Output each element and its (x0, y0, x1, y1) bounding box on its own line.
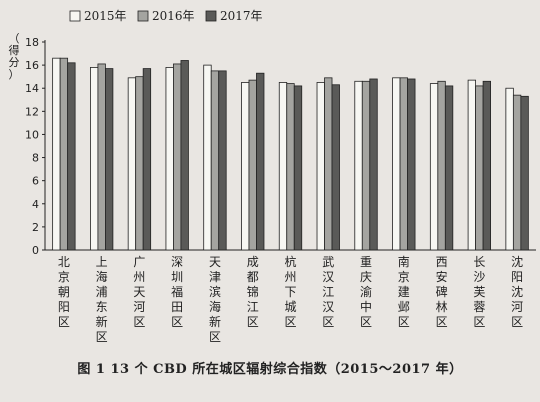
y-tick-label: 6 (32, 175, 39, 188)
category-label: 杭州下城区 (284, 254, 296, 329)
bar-2016年-西安碑林区 (437, 80, 446, 251)
y-tick-label: 4 (32, 198, 39, 211)
category-label: 南京建邺区 (398, 254, 410, 329)
bar-2015年-武汉江汉区 (316, 82, 325, 251)
bar-2017年-长沙芙蓉区 (482, 80, 491, 251)
legend-label: 2016年 (152, 9, 195, 23)
y-tick-label: 10 (25, 128, 39, 141)
y-axis-label: （得分） (9, 32, 20, 81)
category-label: 广州天河区 (133, 255, 145, 329)
y-tick-label: 12 (25, 105, 39, 118)
y-tick-label: 16 (25, 59, 39, 72)
bar-2017年-北京朝阳区 (67, 62, 76, 251)
bar-2017年-重庆渝中区 (369, 78, 378, 251)
bar-2017年-武汉江汉区 (331, 84, 340, 251)
category-label: 北京朝阳区 (58, 255, 70, 329)
category-label: 沈阳沈河区 (511, 254, 523, 329)
legend-swatch (205, 10, 217, 22)
category-label: 深圳福田区 (171, 255, 183, 329)
bar-2017年-广州天河区 (142, 68, 152, 251)
bar-2016年-深圳福田区 (173, 63, 182, 251)
bar-2015年-天津滨海新区 (203, 64, 212, 251)
bar-2017年-天津滨海新区 (218, 70, 227, 251)
category-label: 武汉江汉区 (322, 255, 334, 329)
y-tick-label: 2 (32, 221, 39, 234)
legend-swatch (69, 10, 81, 22)
category-label: 成都锦江区 (247, 255, 259, 329)
legend-label: 2015年 (84, 9, 127, 23)
category-label: 上海浦东新区 (96, 255, 108, 344)
bar-2016年-沈阳沈河区 (512, 94, 522, 251)
bar-2016年-上海浦东新区 (97, 63, 106, 251)
bar-2017年-西安碑林区 (444, 85, 454, 251)
bar-2016年-南京建邺区 (399, 77, 408, 251)
bar-2016年-长沙芙蓉区 (475, 85, 484, 251)
bar-2016年-北京朝阳区 (59, 57, 69, 251)
bar-2016年-武汉江汉区 (324, 77, 333, 251)
category-label: 西安碑林区 (436, 255, 448, 329)
y-tick-label: 8 (32, 152, 39, 165)
bar-2015年-杭州下城区 (278, 82, 288, 251)
bar-2016年-成都锦江区 (248, 79, 257, 251)
bar-2015年-南京建邺区 (392, 77, 401, 251)
y-tick-label: 0 (32, 244, 39, 257)
bar-2017年-杭州下城区 (293, 85, 303, 251)
bar-2015年-上海浦东新区 (90, 67, 99, 251)
y-tick-label: 14 (25, 82, 39, 95)
legend-label: 2017年 (220, 9, 263, 23)
category-label: 天津滨海新区 (209, 255, 221, 344)
category-label: 重庆渝中区 (360, 255, 372, 329)
bar-2015年-沈阳沈河区 (505, 87, 514, 251)
figure-caption: 图 1 13 个 CBD 所在城区辐射综合指数（2015～2017 年） (77, 362, 463, 377)
category-label: 长沙芙蓉区 (473, 255, 485, 329)
bar-2017年-南京建邺区 (407, 78, 416, 251)
bar-2017年-上海浦东新区 (105, 68, 114, 251)
bar-2015年-西安碑林区 (429, 83, 439, 251)
bar-2015年-北京朝阳区 (52, 57, 61, 251)
y-tick-label: 18 (25, 36, 39, 49)
bar-2017年-沈阳沈河区 (520, 95, 529, 251)
bar-2015年-深圳福田区 (165, 67, 174, 251)
bar-2017年-成都锦江区 (256, 72, 265, 251)
bar-2016年-广州天河区 (135, 76, 144, 251)
bar-2016年-重庆渝中区 (361, 80, 371, 251)
legend-swatch (137, 10, 149, 22)
bar-2015年-成都锦江区 (241, 82, 250, 251)
bar-2017年-深圳福田区 (180, 60, 189, 251)
bar-2015年-长沙芙蓉区 (467, 79, 476, 251)
bar-2016年-天津滨海新区 (210, 70, 220, 251)
bar-2015年-广州天河区 (127, 77, 137, 251)
bar-2016年-杭州下城区 (286, 83, 295, 251)
bar-2015年-重庆渝中区 (354, 80, 363, 251)
bar-chart: 0 2 4 6 8 10 12 14 16 18 （得分） 北京朝阳区 上海浦东新区 广州天河区 深圳福田区… (9, 9, 536, 344)
